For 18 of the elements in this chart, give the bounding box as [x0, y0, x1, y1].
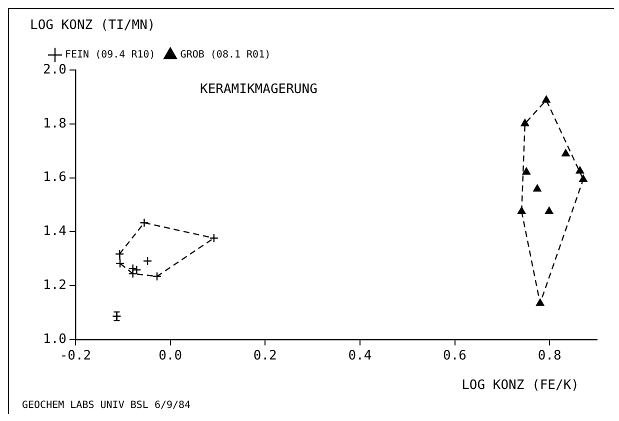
x-tick-label: 0.2 — [253, 348, 277, 364]
text: KERAMIKMAGERUNG — [200, 82, 318, 97]
text: GEOCHEM LABS UNIV BSL 6/9/84 — [22, 400, 191, 411]
x-tick-label: -0.2 — [60, 348, 92, 364]
x-tick-label: 0.6 — [443, 348, 467, 364]
legend-label: FEIN (09.4 R10) — [65, 50, 156, 61]
x-tick-label: 0.8 — [538, 348, 562, 364]
x-tick-label: 0.4 — [348, 348, 372, 364]
y-tick-label: 2.0 — [42, 62, 66, 78]
y-axis-title: LOG KONZ (TI/MN) — [30, 18, 156, 33]
legend-label: GROB (08.1 R01) — [180, 50, 271, 61]
y-tick-label: 1.8 — [42, 116, 66, 132]
y-tick-label: 1.6 — [42, 170, 66, 186]
y-tick-label: 1.2 — [42, 278, 66, 293]
x-axis-title: LOG KONZ (FE/K) — [462, 378, 579, 393]
x-tick-label: 0.0 — [158, 348, 182, 364]
y-tick-label: 1.0 — [42, 332, 66, 347]
y-tick-label: 1.4 — [42, 224, 67, 240]
